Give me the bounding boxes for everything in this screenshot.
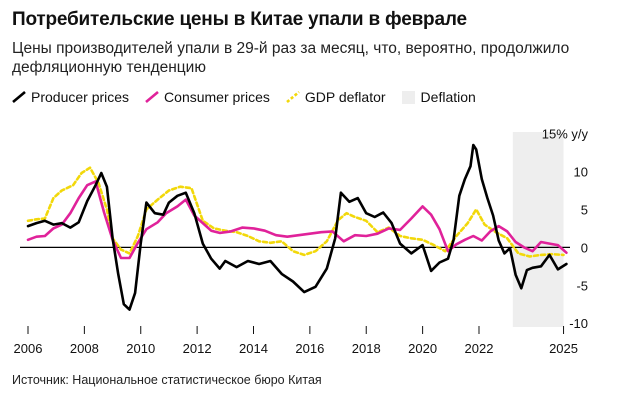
series-line-consumer [26, 180, 568, 260]
legend-label-consumer: Consumer prices [164, 89, 270, 105]
y-tick-label: 0 [581, 240, 588, 255]
x-tick-label: 2020 [408, 341, 437, 356]
legend-swatch-consumer [145, 91, 159, 103]
x-tick-label: 2018 [352, 341, 381, 356]
y-tick-label: 10 [574, 165, 588, 180]
legend: Producer prices Consumer prices GDP defl… [12, 89, 492, 105]
x-tick-label: 2010 [126, 341, 155, 356]
x-tick-label: 2006 [14, 341, 43, 356]
x-tick-label: 2014 [239, 341, 268, 356]
y-tick-label: -5 [576, 278, 588, 293]
chart-title: Потребительские цены в Китае упали в фев… [12, 9, 467, 30]
legend-swatch-producer [12, 91, 26, 103]
source-note: Источник: Национальное статистическое бю… [12, 373, 322, 387]
chart-subtitle: Цены производителей упали в 29-й раз за … [12, 40, 570, 76]
x-tick-label: 2012 [183, 341, 212, 356]
series-line-producer [26, 143, 568, 311]
y-tick-label: 5 [581, 202, 588, 217]
legend-swatch-deflation [401, 90, 415, 104]
y-tick-label: 15% y/y [542, 127, 589, 142]
legend-item-deflation: Deflation [401, 89, 476, 105]
x-tick-label: 2008 [70, 341, 99, 356]
series-line-gdp [26, 166, 565, 258]
legend-item-producer: Producer prices [12, 89, 129, 105]
legend-item-gdp: GDP deflator [286, 89, 386, 105]
deflation-shading [512, 132, 564, 327]
legend-item-consumer: Consumer prices [145, 89, 270, 105]
y-tick-label: -10 [569, 316, 588, 331]
x-tick-label: 2022 [465, 341, 494, 356]
legend-label-gdp: GDP deflator [304, 89, 386, 105]
legend-swatch-gdp [286, 91, 300, 103]
x-tick-label: 2016 [295, 341, 324, 356]
legend-label-deflation: Deflation [420, 89, 476, 105]
legend-label-producer: Producer prices [31, 89, 130, 105]
x-tick-label: 2025 [549, 341, 578, 356]
